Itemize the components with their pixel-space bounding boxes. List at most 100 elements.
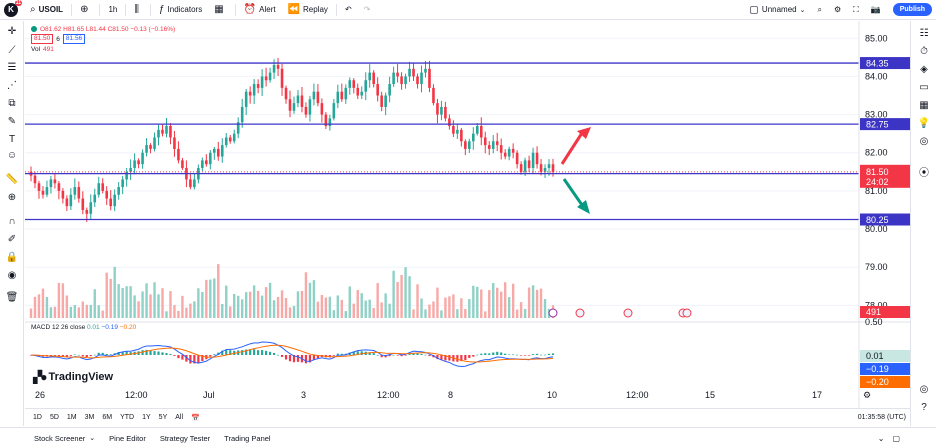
volume-bar [121,288,124,318]
ideas-lightbulb-icon[interactable]: 💡 [917,117,931,129]
help-icon[interactable]: ? [921,401,927,413]
candle-body [400,76,403,85]
range-6m[interactable]: 6M [102,414,113,421]
range-5y[interactable]: 5Y [158,414,168,421]
lock-icon[interactable]: 🔒 [5,251,19,263]
gear-icon[interactable]: ⚙ [863,391,871,401]
chat-icon[interactable]: ▭ [919,81,929,93]
crosshair-tool-icon[interactable]: ✛ [7,25,17,37]
streams-icon[interactable]: ◎ [919,135,929,147]
user-avatar[interactable]: K 11 [4,0,22,17]
candle-body [468,141,471,149]
volume-bar [69,306,73,318]
chart-type-button[interactable]: ⫼ [128,0,148,20]
bearish-arrow-head[interactable] [577,200,590,214]
time-axis[interactable]: 26 12:00 Jul 3 12:00 8 10 12:00 15 17 [35,390,822,400]
candle-body [85,209,89,214]
lock-drawings-icon[interactable]: ✐ [7,233,17,245]
macd-histogram-bar [531,354,535,355]
economic-event-flag-icon[interactable] [575,308,585,318]
volume-bar [141,291,144,318]
range-ytd[interactable]: YTD [120,414,135,421]
price-chart[interactable]: 85.00 84.00 83.00 82.00 81.00 80.00 79.00 78.00… [25,21,910,408]
fullscreen-button[interactable]: ⛶ [847,0,865,20]
range-all[interactable]: All [175,414,184,421]
text-tool-icon[interactable]: T [8,133,16,145]
interval-button[interactable]: 1h [102,0,123,20]
candle-body [256,84,260,88]
tab-trading-panel[interactable]: Trading Panel [224,434,270,443]
candle-body [523,160,527,172]
maximize-panel-icon[interactable]: ▢ [892,433,900,443]
range-1y[interactable]: 1Y [142,414,151,421]
tab-stock-screener[interactable]: Stock Screener ⌄ [34,434,95,443]
candle-body [444,106,447,119]
watchlist-icon[interactable]: ☷ [919,27,929,39]
magnet-icon[interactable]: ∩ [8,215,16,227]
economic-event-flag-icon[interactable] [623,308,633,318]
snapshot-button[interactable]: 📷 [865,0,887,20]
divider [125,3,127,16]
time-tick-label: 12:00 [377,390,400,400]
bullish-arrow-head[interactable] [577,127,591,139]
macd-histogram-bar [61,355,64,357]
symbol-search-button[interactable]: ⌕ USOIL [24,0,69,20]
calendar-icon[interactable]: ▦ [919,99,929,111]
target-icon[interactable]: ◎ [919,383,929,395]
go-to-date-icon[interactable]: 📅 [191,414,200,422]
sell-price-button[interactable]: 81.50 [31,34,54,44]
pattern-tool-icon[interactable]: ⋰ [7,79,17,91]
utc-clock[interactable]: 01:35:58 (UTC) [857,414,906,421]
signal-icon[interactable]: ⦿ [919,167,929,179]
buy-price-button[interactable]: 81.56 [62,34,86,44]
collapse-panel-icon[interactable]: ⌄ [877,433,885,443]
macd-histogram-bar [543,354,547,356]
eye-icon[interactable]: ◉ [7,269,17,281]
replay-button[interactable]: ⏪ Replay [282,0,334,20]
range-5d[interactable]: 5D [49,414,59,421]
macd-histogram-bar [384,355,387,358]
macd-histogram-bar [241,350,244,355]
brand-name: TradingView [48,371,114,383]
dividend-event-icon[interactable] [548,308,558,318]
alert-button[interactable]: ⏰ Alert [238,0,282,20]
direction-arrows[interactable] [560,127,591,214]
layers-icon[interactable]: ◈ [920,63,928,75]
fib-tool-icon[interactable]: ☰ [7,61,17,73]
indicators-button[interactable]: ƒ Indicators [153,0,208,20]
quick-search-button[interactable]: ⌕ [811,0,827,20]
ruler-tool-icon[interactable]: 📏 [5,173,19,185]
horizontal-levels[interactable] [25,62,859,221]
templates-button[interactable]: ▦ [208,0,232,20]
volume-bar [372,307,375,318]
layout-button[interactable]: Unnamed ⌄ [744,0,812,20]
bullish-arrow-shaft[interactable] [560,132,584,165]
range-1d[interactable]: 1D [33,414,42,421]
price-axis[interactable]: 85.00 84.00 83.00 82.00 81.00 80.00 79.00 78.00… [865,33,888,327]
settings-button[interactable]: ⚙ [828,0,847,20]
event-markers[interactable] [548,308,692,318]
emoji-tool-icon[interactable]: ☺ [6,149,18,161]
publish-button[interactable]: Publish [892,3,932,16]
compare-symbol-button[interactable]: ⊕ [74,0,97,20]
redo-button[interactable]: ↷ [358,0,377,20]
trend-line-tool-icon[interactable]: ⟋ [8,44,16,56]
trash-icon[interactable]: 🗑 [5,291,19,303]
axis-settings[interactable]: ⚙ [863,391,871,401]
macd-value-tag [860,363,910,375]
alerts-clock-icon[interactable]: ⏱ [920,45,928,57]
range-1m[interactable]: 1M [66,414,77,421]
brush-tool-icon[interactable]: ✎ [7,115,17,127]
range-3m[interactable]: 3M [84,414,95,421]
projection-tool-icon[interactable]: ⧉ [8,97,16,109]
zoom-in-icon[interactable]: ⊕ [7,191,17,203]
tradingview-logo[interactable]: ▞● TradingView [33,370,113,384]
macd-histogram-bar [376,354,379,356]
economic-event-flag-icon[interactable] [682,308,692,318]
bearish-arrow-shaft[interactable] [562,178,584,206]
undo-button[interactable]: ↶ [339,0,358,20]
volume-bar [33,296,37,318]
tab-strategy-tester[interactable]: Strategy Tester [160,434,210,443]
tab-pine-editor[interactable]: Pine Editor [109,434,146,443]
